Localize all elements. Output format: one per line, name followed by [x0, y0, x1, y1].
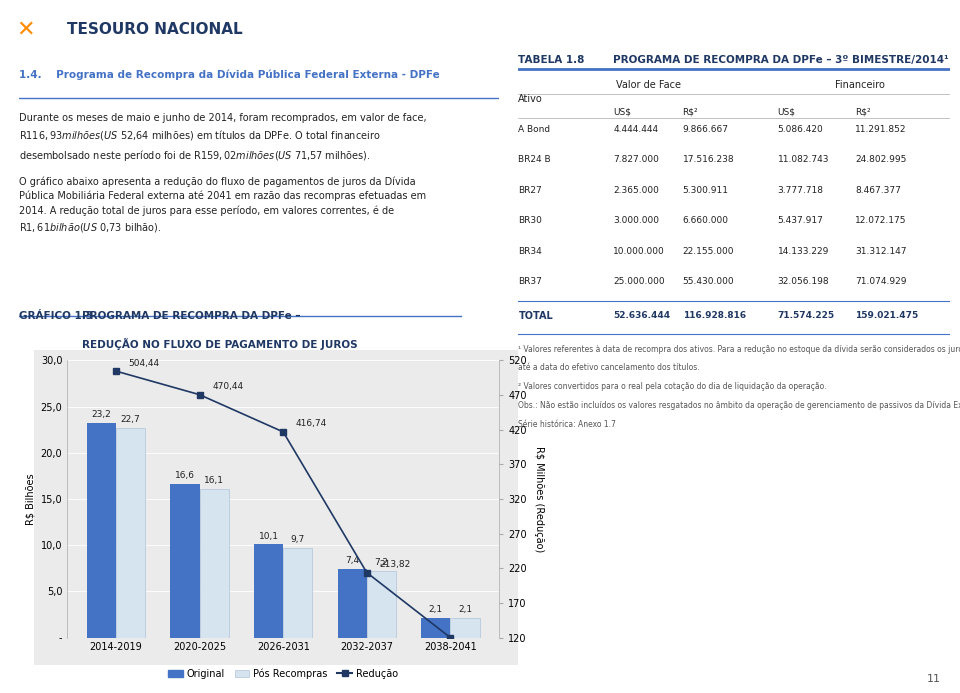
Line: Redução: Redução: [113, 369, 453, 640]
Text: TOTAL: TOTAL: [518, 311, 553, 321]
Text: 11: 11: [926, 674, 941, 684]
Y-axis label: R$ Bilhões: R$ Bilhões: [25, 473, 35, 525]
Text: R$²: R$²: [683, 107, 698, 116]
Redução: [361, 568, 372, 577]
Bar: [170, 484, 200, 638]
Text: BR27: BR27: [518, 186, 542, 195]
Text: ² Valores convertidos para o real pela cotação do dia de liquidação da operação.: ² Valores convertidos para o real pela c…: [518, 383, 827, 391]
Text: 52.636.444: 52.636.444: [613, 311, 671, 320]
Text: 1.4.    Programa de Recompra da Dívida Pública Federal Externa - DPFe: 1.4. Programa de Recompra da Dívida Públ…: [19, 69, 440, 80]
Redução: [277, 428, 289, 436]
Text: 213,82: 213,82: [379, 560, 411, 569]
Text: US$: US$: [613, 107, 632, 116]
Text: 5.300.911: 5.300.911: [683, 186, 729, 195]
Text: BR30: BR30: [518, 216, 542, 225]
Text: 16,1: 16,1: [204, 476, 225, 485]
Text: 504,44: 504,44: [129, 359, 159, 368]
Text: 32.056.198: 32.056.198: [778, 277, 829, 286]
Text: 31.312.147: 31.312.147: [855, 247, 907, 256]
Bar: [367, 571, 396, 638]
Text: 3.000.000: 3.000.000: [613, 216, 660, 225]
Text: Financeiro: Financeiro: [835, 80, 884, 89]
Y-axis label: R$ Milhões (Redução): R$ Milhões (Redução): [534, 446, 543, 552]
Text: Obs.: Não estão incluídos os valores resgatados no âmbito da operação de gerenci: Obs.: Não estão incluídos os valores res…: [518, 401, 960, 410]
Text: 71.074.929: 71.074.929: [855, 277, 907, 286]
Redução: [444, 633, 456, 642]
Text: Valor de Face: Valor de Face: [615, 80, 681, 89]
Bar: [283, 548, 312, 638]
Text: 22,7: 22,7: [121, 415, 140, 424]
Redução: [194, 391, 205, 399]
Text: 16,6: 16,6: [175, 471, 195, 480]
Text: BR24 B: BR24 B: [518, 155, 551, 164]
Text: PROGRAMA DE RECOMPRA DA DPFe –: PROGRAMA DE RECOMPRA DA DPFe –: [82, 311, 300, 321]
Legend: Original, Pós Recompras, Redução: Original, Pós Recompras, Redução: [164, 665, 402, 683]
Text: 14.133.229: 14.133.229: [778, 247, 829, 256]
Text: 7,2: 7,2: [374, 559, 389, 568]
Text: 71.574.225: 71.574.225: [778, 311, 835, 320]
Text: A Bond: A Bond: [518, 125, 550, 134]
Text: 55.430.000: 55.430.000: [683, 277, 734, 286]
Text: 2.365.000: 2.365.000: [613, 186, 660, 195]
Text: 24.802.995: 24.802.995: [855, 155, 907, 164]
Bar: [86, 423, 116, 638]
Text: 6.660.000: 6.660.000: [683, 216, 729, 225]
Text: 5.086.420: 5.086.420: [778, 125, 824, 134]
Text: 17.516.238: 17.516.238: [683, 155, 734, 164]
Text: BR37: BR37: [518, 277, 542, 286]
Text: 11.291.852: 11.291.852: [855, 125, 907, 134]
Text: 7,4: 7,4: [345, 556, 359, 565]
Text: Durante os meses de maio e junho de 2014, foram recomprados, em valor de face,
R: Durante os meses de maio e junho de 2014…: [19, 113, 427, 163]
Text: 2,1: 2,1: [458, 606, 472, 615]
Text: Série histórica: Anexo 1.7: Série histórica: Anexo 1.7: [518, 420, 616, 429]
Text: ¹ Valores referentes à data de recompra dos ativos. Para a redução no estoque da: ¹ Valores referentes à data de recompra …: [518, 344, 960, 353]
Bar: [338, 569, 367, 638]
Text: 7.827.000: 7.827.000: [613, 155, 660, 164]
Text: 5.437.917: 5.437.917: [778, 216, 824, 225]
Text: 12.072.175: 12.072.175: [855, 216, 907, 225]
Text: PROGRAMA DE RECOMPRA DA DPFe – 3º BIMESTRE/2014¹: PROGRAMA DE RECOMPRA DA DPFe – 3º BIMEST…: [613, 55, 949, 65]
Text: BR34: BR34: [518, 247, 542, 256]
Text: 22.155.000: 22.155.000: [683, 247, 734, 256]
Text: 116.928.816: 116.928.816: [683, 311, 746, 320]
Text: 416,74: 416,74: [296, 419, 327, 428]
Text: GRÁFICO 1.3: GRÁFICO 1.3: [19, 311, 93, 321]
Text: 159.021.475: 159.021.475: [855, 311, 919, 320]
Text: US$: US$: [778, 107, 796, 116]
Text: até a data do efetivo cancelamento dos títulos.: até a data do efetivo cancelamento dos t…: [518, 363, 700, 372]
Text: 8.467.377: 8.467.377: [855, 186, 901, 195]
Text: 23,2: 23,2: [91, 410, 111, 419]
Text: 25.000.000: 25.000.000: [613, 277, 665, 286]
Text: R$²: R$²: [855, 107, 871, 116]
Text: 9,7: 9,7: [291, 535, 305, 544]
Text: 2,1: 2,1: [428, 606, 443, 615]
Text: Ativo: Ativo: [518, 94, 543, 103]
Bar: [116, 428, 145, 638]
Text: 11.082.743: 11.082.743: [778, 155, 829, 164]
Text: 10,1: 10,1: [258, 532, 278, 541]
Text: ✕: ✕: [16, 19, 35, 39]
Text: 10.000.000: 10.000.000: [613, 247, 665, 256]
Text: 4.444.444: 4.444.444: [613, 125, 659, 134]
Bar: [421, 618, 450, 638]
Text: 470,44: 470,44: [212, 383, 243, 392]
Bar: [254, 544, 283, 638]
Text: 9.866.667: 9.866.667: [683, 125, 729, 134]
Text: TESOURO NACIONAL: TESOURO NACIONAL: [67, 21, 243, 37]
Text: REDUÇÃO NO FLUXO DE PAGAMENTO DE JUROS: REDUÇÃO NO FLUXO DE PAGAMENTO DE JUROS: [82, 337, 357, 349]
Redução: [110, 367, 122, 376]
Text: 3.777.718: 3.777.718: [778, 186, 824, 195]
Text: TABELA 1.8: TABELA 1.8: [518, 55, 585, 65]
Text: O gráfico abaixo apresenta a redução do fluxo de pagamentos de juros da Dívida
P: O gráfico abaixo apresenta a redução do …: [19, 176, 426, 234]
Bar: [450, 618, 480, 638]
Bar: [200, 489, 228, 638]
